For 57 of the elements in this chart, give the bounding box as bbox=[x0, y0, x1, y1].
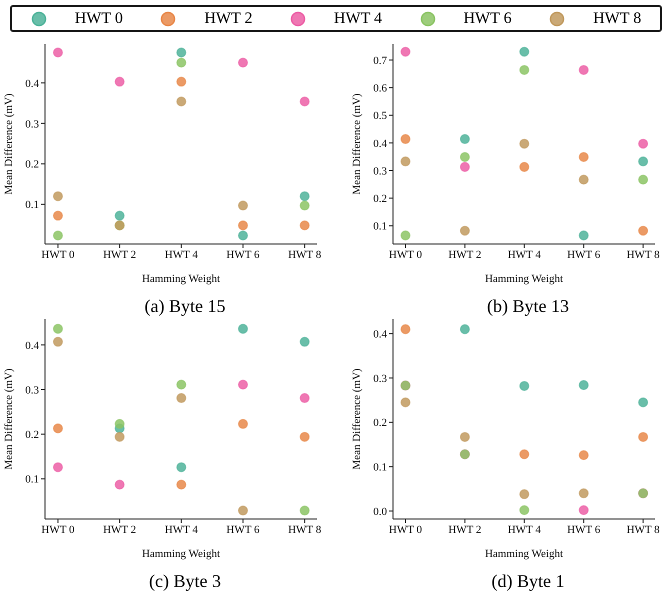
x-tick-label: HWT 4 bbox=[508, 524, 542, 536]
legend-label: HWT 6 bbox=[464, 10, 512, 28]
x-tick-label: HWT 2 bbox=[103, 524, 136, 536]
legend-label: HWT 2 bbox=[204, 10, 252, 28]
y-tick-label: 0.4 bbox=[373, 328, 388, 341]
x-tick-label: HWT 6 bbox=[567, 524, 601, 536]
x-tick-label: HWT 0 bbox=[41, 248, 75, 261]
y-tick-label: 0.2 bbox=[373, 417, 387, 430]
x-tick-label: HWT 6 bbox=[567, 248, 601, 261]
y-axis-title: Mean Difference (mV) bbox=[2, 93, 15, 195]
y-tick-label: 0.1 bbox=[373, 462, 387, 474]
y-axis-title: Mean Difference (mV) bbox=[2, 368, 15, 470]
x-tick-label: HWT 6 bbox=[226, 524, 260, 536]
x-tick-label: HWT 0 bbox=[388, 248, 423, 261]
y-tick-label: 0.4 bbox=[373, 138, 388, 150]
x-tick-label: HWT 8 bbox=[626, 248, 660, 261]
x-axis-title: Hamming Weight bbox=[142, 273, 220, 285]
x-axis-title: Hamming Weight bbox=[484, 273, 564, 285]
y-tick-label: 0.2 bbox=[25, 158, 39, 171]
legend-label: HWT 0 bbox=[74, 10, 123, 28]
y-tick-label: 0.2 bbox=[25, 429, 39, 442]
y-tick-label: 0.0 bbox=[373, 506, 388, 518]
y-tick-label: 0.1 bbox=[373, 220, 387, 233]
y-tick-label: 0.3 bbox=[25, 118, 40, 130]
y-tick-label: 0.3 bbox=[373, 165, 388, 178]
text: (d) Byte 1 bbox=[490, 571, 566, 592]
y-tick-label: 0.7 bbox=[373, 54, 388, 67]
x-axis-title: Hamming Weight bbox=[142, 548, 220, 560]
x-tick-label: HWT 2 bbox=[448, 524, 482, 536]
y-tick-label: 0.4 bbox=[25, 78, 40, 90]
y-tick-label: 0.3 bbox=[373, 372, 388, 385]
x-axis-title: Hamming Weight bbox=[484, 548, 564, 560]
y-axis-title: Mean Difference (mV) bbox=[350, 93, 363, 195]
x-tick-label: HWT 4 bbox=[164, 524, 198, 536]
x-tick-label: HWT 4 bbox=[164, 248, 198, 261]
text: (c) Byte 3 bbox=[148, 571, 222, 592]
text: (a) Byte 15 bbox=[144, 296, 226, 317]
y-tick-label: 0.5 bbox=[373, 110, 388, 122]
x-tick-label: HWT 8 bbox=[288, 524, 322, 536]
y-tick-label: 0.1 bbox=[25, 474, 39, 486]
y-axis-title: Mean Difference (mV) bbox=[350, 368, 363, 470]
x-tick-label: HWT 8 bbox=[288, 248, 322, 261]
y-tick-label: 0.4 bbox=[25, 340, 40, 352]
y-tick-label: 0.6 bbox=[373, 82, 388, 95]
text: (b) Byte 13 bbox=[486, 296, 570, 317]
x-tick-label: HWT 2 bbox=[103, 248, 136, 261]
x-tick-label: HWT 0 bbox=[388, 524, 423, 536]
legend-label: HWT 4 bbox=[334, 10, 382, 28]
y-tick-label: 0.1 bbox=[25, 199, 39, 212]
y-tick-label: 0.3 bbox=[25, 384, 40, 396]
x-tick-label: HWT 8 bbox=[626, 524, 660, 536]
y-tick-label: 0.2 bbox=[373, 193, 387, 206]
x-tick-label: HWT 6 bbox=[226, 248, 260, 261]
legend-label: HWT 8 bbox=[593, 10, 642, 28]
x-tick-label: HWT 0 bbox=[41, 524, 75, 536]
x-tick-label: HWT 4 bbox=[508, 248, 542, 261]
x-tick-label: HWT 2 bbox=[448, 248, 482, 261]
